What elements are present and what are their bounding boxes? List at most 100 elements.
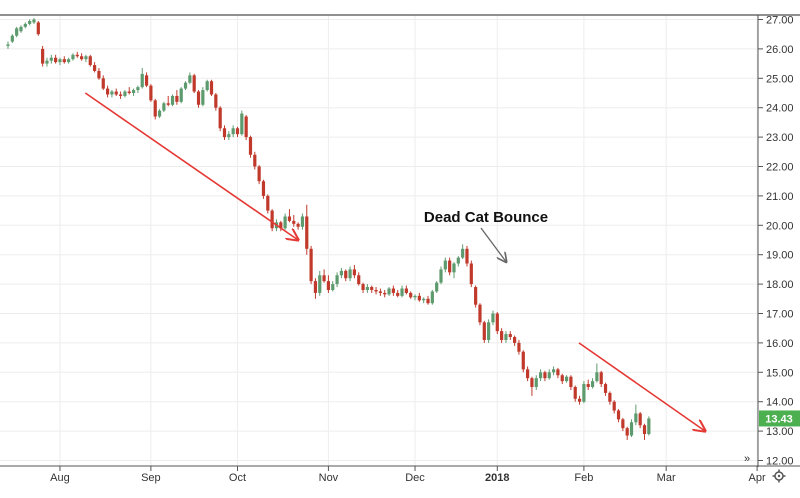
candle-body [322, 275, 326, 282]
candle-body [534, 378, 538, 387]
candle [88, 54, 92, 67]
candle-body [370, 287, 374, 290]
candle-body [205, 81, 209, 91]
candle [378, 288, 382, 296]
candle [495, 312, 499, 335]
candle-body [413, 295, 417, 298]
candle-body [448, 260, 452, 273]
candle [248, 135, 253, 158]
candle [361, 282, 365, 293]
candle [19, 25, 23, 33]
candle-body [577, 398, 582, 402]
grid-lines [0, 15, 758, 466]
candle-body [500, 331, 504, 340]
candle-body [45, 60, 49, 64]
candle-body [491, 313, 495, 323]
candle-body [331, 284, 335, 290]
candle-body [101, 78, 105, 89]
candle [118, 91, 123, 99]
candle-body [19, 26, 23, 32]
candle [296, 222, 300, 230]
gear-icon[interactable] [772, 469, 786, 483]
candle-body [357, 275, 361, 285]
candle [309, 245, 313, 285]
candle [513, 335, 517, 346]
candle [45, 57, 49, 67]
candle [6, 41, 10, 49]
candle-body [538, 372, 543, 379]
candle [621, 417, 625, 432]
candle [599, 370, 603, 387]
y-tick-label: 14.00 [766, 397, 794, 409]
downtrend-arrow [84, 92, 298, 240]
candle-body [361, 284, 365, 290]
candle-body [551, 369, 556, 373]
candle [15, 26, 19, 38]
candle-body [287, 216, 292, 221]
candle-body [305, 216, 309, 249]
candle [582, 381, 586, 404]
candle [634, 404, 638, 426]
candle [642, 423, 647, 440]
candle [257, 165, 261, 185]
candle-body [383, 292, 387, 295]
candle-body [209, 81, 214, 95]
candle [175, 90, 179, 105]
candle-body [339, 270, 344, 276]
candle-body [105, 88, 110, 95]
candle [430, 289, 434, 305]
candle-body [218, 107, 222, 129]
candle [556, 367, 560, 379]
candle [80, 53, 84, 61]
candle [647, 416, 651, 436]
candle-body [590, 381, 595, 387]
y-tick-label: 25.00 [766, 73, 794, 85]
candle-body [443, 260, 447, 270]
scroll-right-button[interactable]: » [744, 453, 750, 465]
candle [577, 395, 582, 405]
candle [218, 106, 222, 132]
candle-body [439, 269, 443, 283]
candle-body [93, 65, 97, 71]
candle [201, 87, 205, 107]
candle-body [608, 392, 612, 402]
candle-body [6, 44, 10, 46]
candle-body [374, 289, 378, 292]
x-tick-label: Oct [229, 472, 246, 484]
candle-body [452, 263, 456, 273]
annotation-arrow [480, 227, 506, 262]
candle-body [192, 75, 196, 92]
candle-body [58, 59, 62, 63]
candle-body [214, 94, 218, 108]
candle [93, 62, 97, 73]
candle-body [309, 248, 313, 282]
candle-body [248, 137, 253, 155]
candle [616, 409, 621, 423]
candle [530, 376, 534, 396]
candle-body [313, 281, 318, 293]
candle-body [80, 56, 84, 60]
candle [114, 88, 118, 96]
candle [543, 370, 547, 382]
candle-body [170, 95, 175, 105]
candle-body [110, 91, 114, 95]
candles [6, 18, 651, 440]
candle [192, 73, 196, 93]
candle [443, 257, 447, 273]
candle-body [508, 334, 512, 338]
candle [322, 269, 326, 283]
candle [538, 369, 543, 382]
axes [0, 14, 800, 467]
candle-body [642, 425, 647, 435]
candle [564, 375, 569, 383]
annotation-label: Dead Cat Bounce [424, 209, 548, 226]
candle [270, 209, 274, 232]
candle-body [616, 410, 621, 420]
last-price-box [759, 410, 800, 427]
candle-body [318, 275, 322, 293]
candle-body [131, 90, 136, 93]
candle [487, 319, 491, 343]
y-tick-label: 20.00 [766, 220, 794, 232]
candle [413, 294, 417, 301]
candle [500, 328, 504, 343]
